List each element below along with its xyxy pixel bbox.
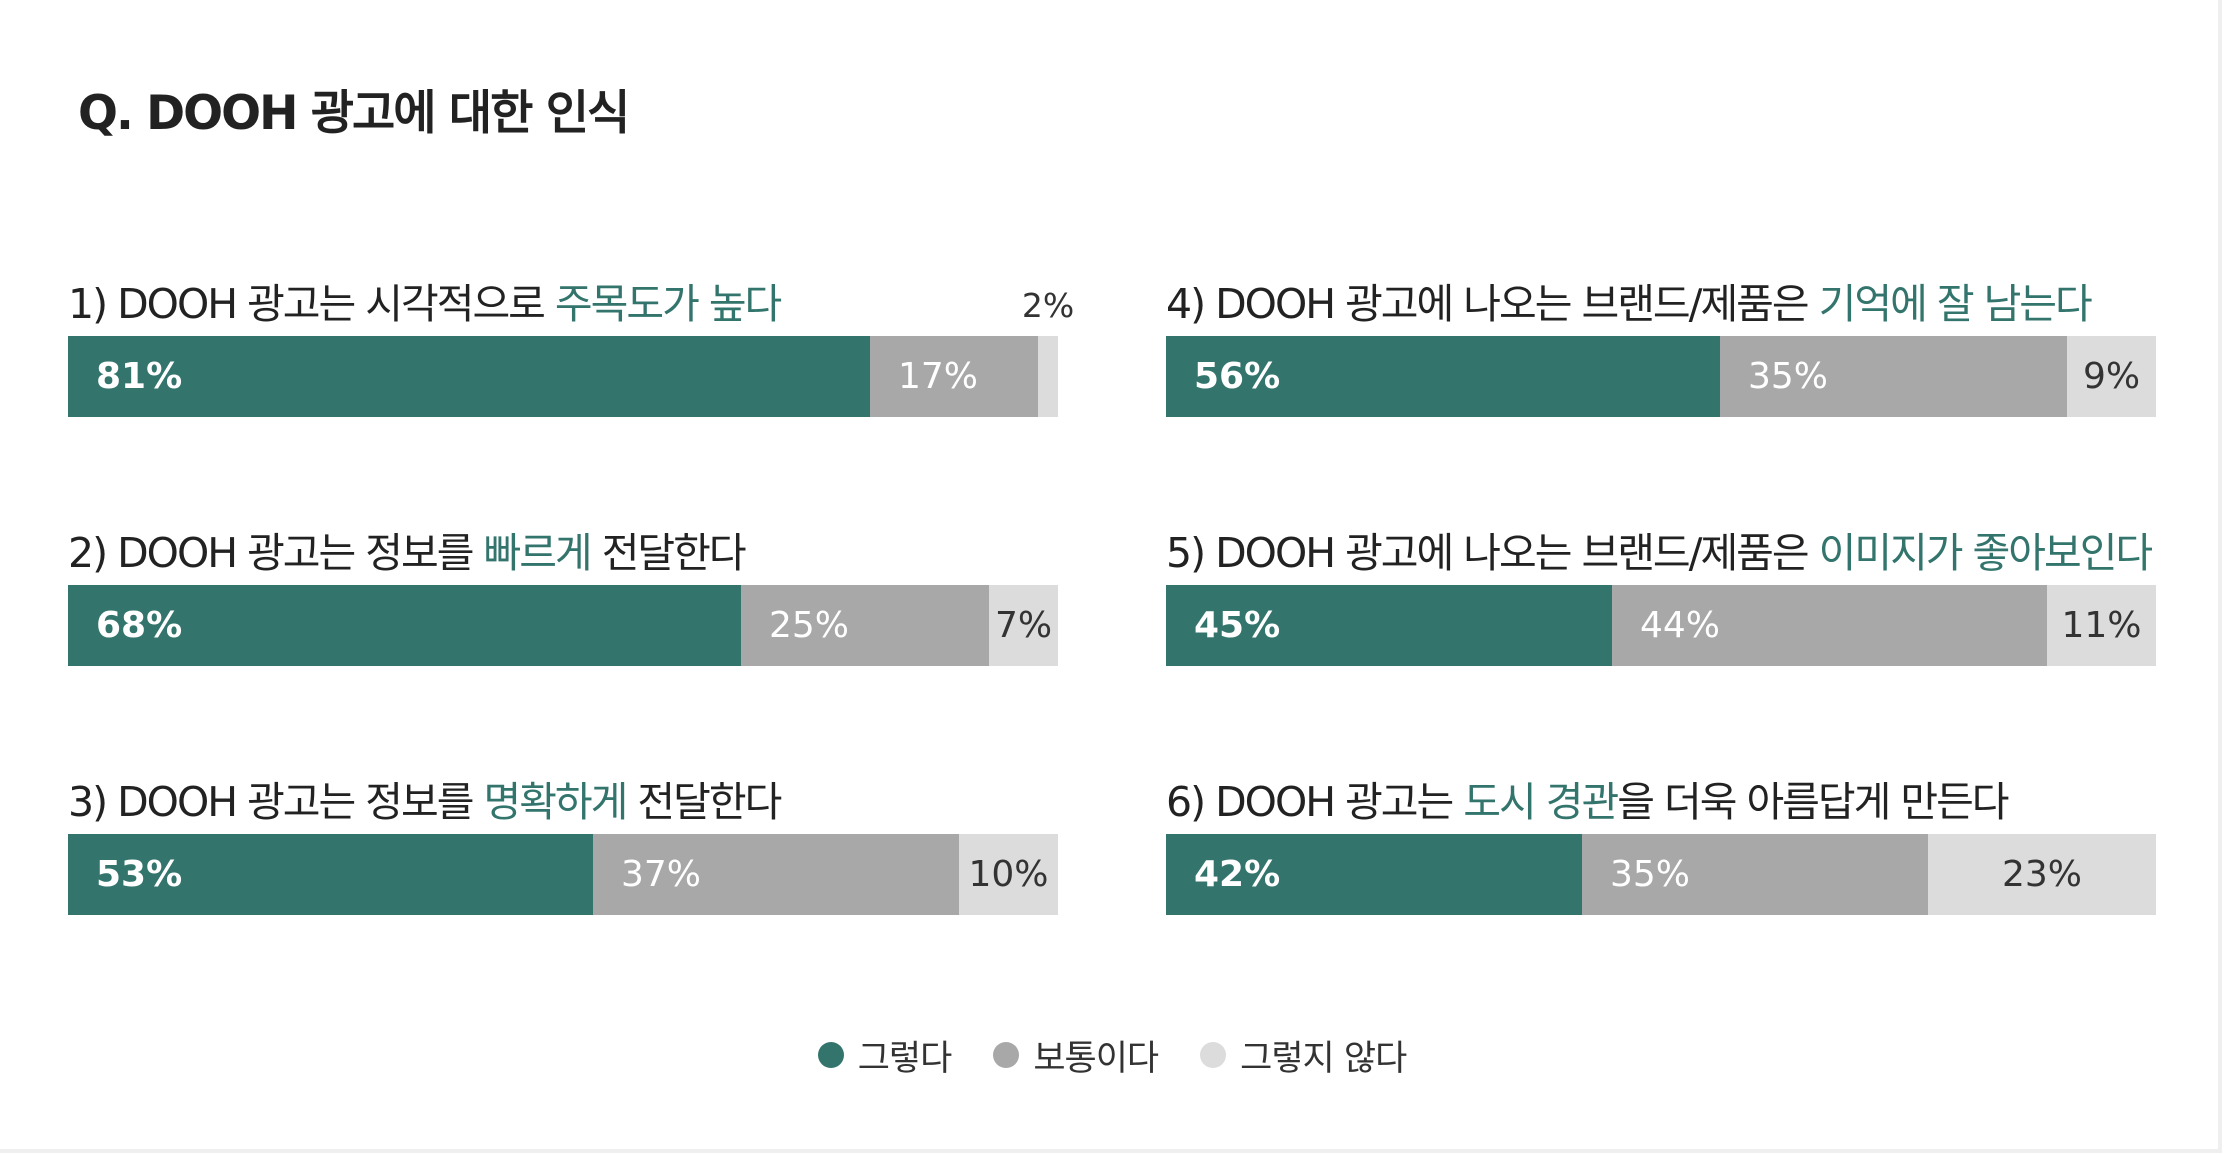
stacked-bar: 56% 35% 9% bbox=[1166, 336, 2156, 417]
bar-segment-neutral bbox=[870, 336, 1038, 417]
data-label: 23% bbox=[2001, 854, 2082, 895]
legend-label: 보통이다 bbox=[1033, 1038, 1159, 1079]
bar-segment-disagree bbox=[2047, 585, 2156, 666]
legend: 그렇다 보통이다 그렇지 않다 bbox=[0, 1035, 2224, 1079]
question-text: 6) DOOH 광고는 bbox=[1166, 778, 1464, 826]
bar-segment-agree bbox=[68, 336, 870, 417]
question-text: 5) DOOH 광고에 나오는 브랜드/제품은 bbox=[1166, 529, 1819, 577]
bar-segment-disagree bbox=[1928, 834, 2156, 915]
question-highlight: 기억에 잘 남는다 bbox=[1818, 280, 2093, 328]
bar-segment-disagree bbox=[959, 834, 1058, 915]
bar-segment-neutral bbox=[1612, 585, 2047, 666]
stacked-bar: 42% 35% 23% bbox=[1166, 834, 2156, 915]
bar-segment-neutral bbox=[1720, 336, 2067, 417]
question-label: 2) DOOH 광고는 정보를 빠르게 전달한다 bbox=[68, 519, 747, 579]
question-text: 4) DOOH 광고에 나오는 브랜드/제품은 bbox=[1166, 280, 1819, 328]
bar-segment-disagree bbox=[989, 585, 1058, 666]
legend-item-disagree: 그렇지 않다 bbox=[1200, 1030, 1407, 1081]
bar-segment-neutral bbox=[741, 585, 989, 666]
data-label: 11% bbox=[2061, 605, 2142, 646]
data-label: 68% bbox=[96, 605, 183, 646]
bar-segment-neutral bbox=[1582, 834, 1928, 915]
question-text: 2) DOOH 광고는 정보를 bbox=[68, 529, 484, 577]
bar-segment-disagree bbox=[2067, 336, 2156, 417]
bar-segment-agree bbox=[1166, 585, 1612, 666]
data-label: 53% bbox=[96, 854, 183, 895]
question-text-tail: 전달한다 bbox=[590, 529, 747, 577]
stacked-bar: 81% 17% bbox=[68, 336, 1058, 417]
data-label: 2% bbox=[1021, 286, 1075, 325]
stacked-bar: 45% 44% 11% bbox=[1166, 585, 2156, 666]
stacked-bar: 53% 37% 10% bbox=[68, 834, 1058, 915]
stacked-bar: 68% 25% 7% bbox=[68, 585, 1058, 666]
bar-segment-neutral bbox=[593, 834, 959, 915]
legend-dot-icon bbox=[1200, 1042, 1227, 1068]
question-highlight: 도시 경관 bbox=[1463, 778, 1619, 826]
data-label: 35% bbox=[1610, 854, 1691, 895]
legend-dot-icon bbox=[817, 1042, 844, 1068]
bar-segment-agree bbox=[68, 585, 741, 666]
data-label: 42% bbox=[1194, 854, 1281, 895]
question-highlight: 주목도가 높다 bbox=[554, 280, 782, 328]
data-label: 10% bbox=[968, 854, 1049, 895]
question-label: 4) DOOH 광고에 나오는 브랜드/제품은 기억에 잘 남는다 bbox=[1166, 270, 2093, 330]
data-label: 7% bbox=[994, 605, 1053, 646]
data-label: 9% bbox=[2082, 356, 2141, 397]
question-highlight: 명확하게 bbox=[483, 778, 628, 826]
question-text: 1) DOOH 광고는 시각적으로 bbox=[68, 280, 555, 328]
question-highlight: 빠르게 bbox=[483, 529, 592, 577]
question-text-tail: 을 더욱 아름답게 만든다 bbox=[1617, 778, 2009, 826]
data-label: 81% bbox=[96, 356, 183, 397]
question-highlight: 이미지가 좋아보인다 bbox=[1818, 529, 2154, 577]
legend-item-agree: 그렇다 bbox=[817, 1030, 953, 1081]
question-text-tail: 전달한다 bbox=[626, 778, 782, 826]
bar-segment-agree bbox=[1166, 834, 1582, 915]
data-label: 25% bbox=[769, 605, 850, 646]
question-label: 3) DOOH 광고는 정보를 명확하게 전달한다 bbox=[68, 768, 782, 828]
question-label: 6) DOOH 광고는 도시 경관을 더욱 아름답게 만든다 bbox=[1166, 768, 2010, 828]
data-label: 17% bbox=[898, 356, 979, 397]
bar-segment-agree bbox=[1166, 336, 1720, 417]
data-label: 35% bbox=[1748, 356, 1829, 397]
data-label: 37% bbox=[621, 854, 702, 895]
chart-title: Q. DOOH 광고에 대한 인식 bbox=[78, 86, 630, 141]
legend-label: 그렇다 bbox=[857, 1038, 953, 1079]
question-label: 5) DOOH 광고에 나오는 브랜드/제품은 이미지가 좋아보인다 bbox=[1166, 519, 2154, 579]
legend-label: 그렇지 않다 bbox=[1240, 1038, 1407, 1079]
legend-dot-icon bbox=[993, 1042, 1020, 1068]
question-text: 3) DOOH 광고는 정보를 bbox=[68, 778, 484, 826]
data-label: 44% bbox=[1640, 605, 1721, 646]
question-label: 1) DOOH 광고는 시각적으로 주목도가 높다 bbox=[68, 270, 782, 330]
data-label: 45% bbox=[1194, 605, 1281, 646]
bar-segment-agree bbox=[68, 834, 593, 915]
data-label: 56% bbox=[1194, 356, 1281, 397]
legend-item-neutral: 보통이다 bbox=[993, 1030, 1159, 1081]
bar-segment-disagree bbox=[1038, 336, 1058, 417]
